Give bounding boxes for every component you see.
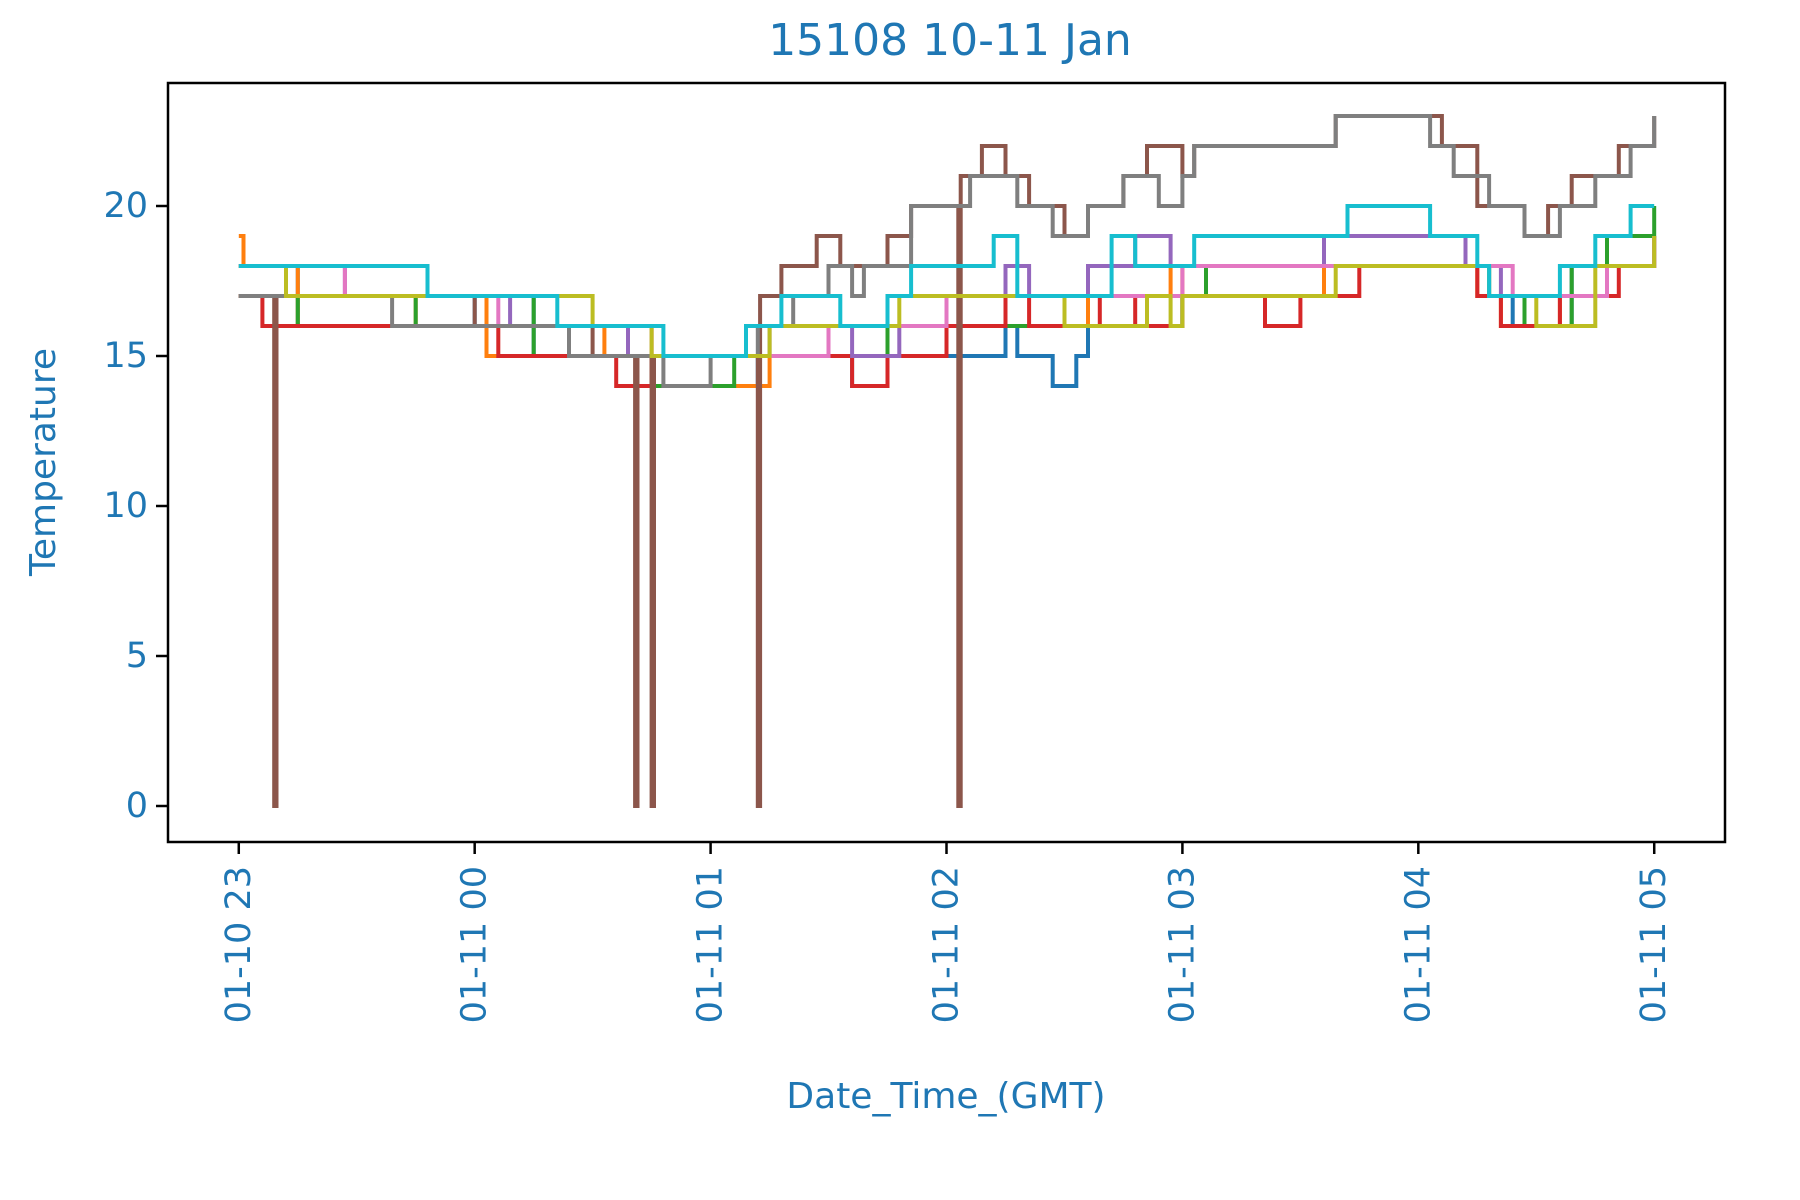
y-tick-label: 5 <box>126 636 148 676</box>
y-axis-label: Temperature <box>23 348 64 577</box>
series-line-8 <box>238 114 1657 388</box>
y-tick-label: 15 <box>103 336 148 376</box>
x-axis-label: Date_Time_(GMT) <box>786 1076 1105 1117</box>
x-tick-label: 01-11 03 <box>1162 866 1202 1023</box>
series-line-6 <box>238 114 1657 808</box>
x-axis: 01-10 23 01-11 00 01-11 01 01-11 02 01-11 03… <box>219 842 1674 1023</box>
x-tick-label: 01-11 02 <box>927 866 967 1023</box>
x-tick-label: 01-10 23 <box>219 866 259 1023</box>
series-line-10 <box>238 204 1655 358</box>
x-tick-label: 01-11 04 <box>1398 866 1438 1023</box>
plot-frame <box>166 81 1727 844</box>
y-tick-label: 0 <box>126 786 148 826</box>
y-axis: 0 5 10 15 20 <box>103 186 168 826</box>
series-layer <box>238 114 1657 808</box>
x-tick-label: 01-11 00 <box>455 866 495 1023</box>
y-tick-label: 20 <box>103 186 148 226</box>
x-tick-label: 01-11 01 <box>691 866 731 1023</box>
chart-title: 15108 10-11 Jan <box>768 15 1132 66</box>
y-tick-label: 10 <box>103 486 148 526</box>
x-tick-label: 01-11 05 <box>1634 866 1674 1023</box>
